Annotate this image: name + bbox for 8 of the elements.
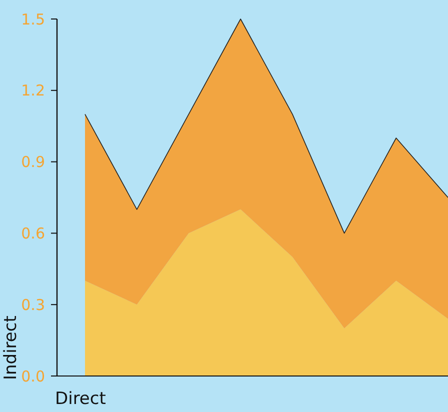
x-axis-title: Direct bbox=[55, 389, 106, 409]
y-tick-label: 0.6 bbox=[21, 224, 45, 242]
y-tick-label: 1.5 bbox=[21, 10, 45, 28]
y-tick-label: 0.0 bbox=[21, 367, 45, 386]
y-axis-title: Indirect bbox=[1, 315, 21, 380]
y-tick-label: 0.3 bbox=[21, 296, 45, 314]
y-tick-label: 0.9 bbox=[21, 153, 45, 172]
y-tick-label: 1.2 bbox=[21, 82, 45, 100]
